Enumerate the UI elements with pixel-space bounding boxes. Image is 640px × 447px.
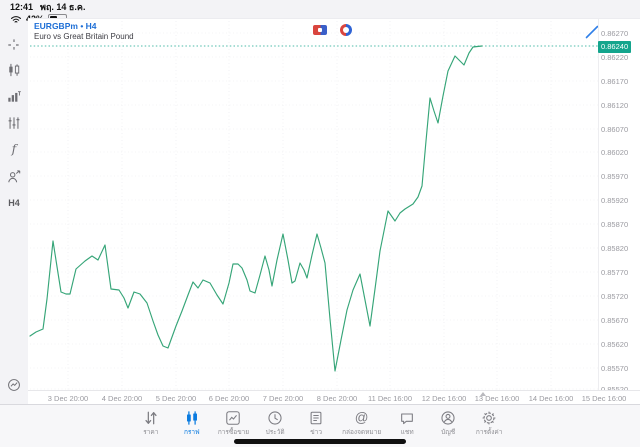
time-axis-label: 13 Dec 16:00 (474, 394, 520, 403)
price-axis-divider (598, 19, 599, 390)
price-line-series (29, 45, 483, 372)
tab-label: ประวัติ (265, 429, 285, 436)
clock-time: 12:41 (10, 2, 34, 12)
chat-icon (399, 409, 415, 426)
time-axis-label: 8 Dec 20:00 (316, 394, 358, 403)
price-axis-label: 0.85820 (601, 244, 629, 253)
tab-chart[interactable]: กราฟ (177, 409, 207, 447)
price-axis-label: 0.86020 (601, 148, 629, 157)
time-axis-label: 5 Dec 20:00 (155, 394, 197, 403)
quotes-icon (143, 409, 159, 426)
price-axis-label: 0.86220 (601, 53, 629, 62)
settings-icon (481, 409, 497, 426)
account-icon (440, 409, 456, 426)
tab-label: ข่าว (310, 429, 322, 436)
tab-trade[interactable]: การซื้อขาย (218, 409, 249, 447)
crosshair-tool[interactable] (0, 34, 28, 56)
price-axis-label: 0.85570 (601, 364, 629, 373)
indicators-tool[interactable] (0, 85, 28, 107)
time-axis-label: 4 Dec 20:00 (101, 394, 143, 403)
time-axis-label: 7 Dec 20:00 (262, 394, 304, 403)
tab-news[interactable]: ข่าว (301, 409, 331, 447)
symbol-timeframe: H4 (85, 21, 97, 31)
calendar-flag-icon-2[interactable] (340, 24, 352, 36)
tab-account[interactable]: บัญชี (433, 409, 463, 447)
time-axis-label: 11 Dec 16:00 (367, 394, 413, 403)
current-price-badge: 0.86240 (598, 41, 632, 53)
time-axis-label: 14 Dec 16:00 (528, 394, 574, 403)
time-axis-label: 6 Dec 20:00 (208, 394, 250, 403)
timeframe-selector[interactable]: H4 (8, 198, 20, 208)
indicators-icon (7, 89, 21, 103)
symbol-description: Euro vs Great Britain Pound (34, 31, 134, 41)
price-axis-label: 0.85920 (601, 196, 629, 205)
trade-icon (225, 409, 241, 426)
tab-label: กล่องจดหมาย (342, 429, 382, 436)
crosshair-icon (7, 38, 21, 52)
tab-label: การซื้อขาย (217, 429, 250, 436)
func-icon: f (11, 140, 17, 156)
price-chart-canvas[interactable] (28, 19, 640, 405)
price-axis-label: 0.85720 (601, 292, 629, 301)
candles-icon (7, 63, 21, 77)
calendar-flag-icon-1[interactable] (313, 25, 327, 35)
price-axis-label: 0.86270 (601, 29, 629, 38)
price-axis-label: 0.85620 (601, 340, 629, 349)
tab-quotes[interactable]: ราคา (136, 409, 166, 447)
history-icon (267, 409, 283, 426)
wifi-icon (10, 15, 22, 24)
person-icon (7, 170, 21, 184)
tab-label: แชท (400, 429, 414, 436)
function-tool[interactable]: f (0, 138, 28, 160)
symbol-name: EURGBPm (34, 21, 78, 31)
price-axis-label: 0.85770 (601, 268, 629, 277)
symbol-separator: • (80, 21, 84, 31)
price-axis-label: 0.85870 (601, 220, 629, 229)
price-axis-label: 0.86070 (601, 125, 629, 134)
chart-type-tool[interactable] (0, 59, 28, 81)
time-axis: 3 Dec 20:00 4 Dec 20:00 5 Dec 20:00 6 Dec 2… (28, 390, 640, 406)
price-axis-label: 0.85970 (601, 172, 629, 181)
tab-label: กราฟ (183, 429, 200, 436)
objects-tool[interactable] (0, 112, 28, 134)
price-axis-label: 0.86170 (601, 77, 629, 86)
news-icon (308, 409, 324, 426)
price-axis-label: 0.85670 (601, 316, 629, 325)
tab-mailbox[interactable]: @ กล่องจดหมาย (342, 409, 381, 447)
tab-label: ราคา (143, 429, 159, 436)
tab-label: การตั้งค่า (475, 429, 503, 436)
trendline-draw-icon[interactable] (584, 24, 600, 40)
market-stats-tool[interactable] (0, 374, 28, 396)
price-axis-label: 0.86120 (601, 101, 629, 110)
tab-label: บัญชี (441, 429, 456, 436)
time-axis-label: 3 Dec 20:00 (47, 394, 89, 403)
chart-panel[interactable]: EURGBPm • H4 Euro vs Great Britain Pound… (28, 18, 640, 406)
mailbox-icon: @ (354, 409, 369, 425)
chart-icon (184, 409, 200, 426)
tab-chat[interactable]: แชท (392, 409, 422, 447)
price-axis-label: 0.85520 (601, 385, 628, 394)
status-date: พฤ. 14 ธ.ค. (40, 2, 86, 12)
time-axis-label: 15 Dec 16:00 (581, 394, 627, 403)
time-axis-label: 12 Dec 16:00 (421, 394, 467, 403)
chart-tool-rail: f H4 (0, 18, 29, 418)
home-indicator[interactable] (234, 439, 406, 444)
chart-header: EURGBPm • H4 Euro vs Great Britain Pound (34, 21, 134, 42)
tab-history[interactable]: ประวัติ (260, 409, 290, 447)
status-bar: 12:41 พฤ. 14 ธ.ค. 42% (0, 0, 640, 24)
tab-settings[interactable]: การตั้งค่า (474, 409, 504, 447)
last-bar-marker-icon (480, 392, 486, 396)
objects-icon (7, 116, 21, 130)
stats-icon (7, 378, 21, 392)
trade-levels-tool[interactable] (0, 166, 28, 188)
